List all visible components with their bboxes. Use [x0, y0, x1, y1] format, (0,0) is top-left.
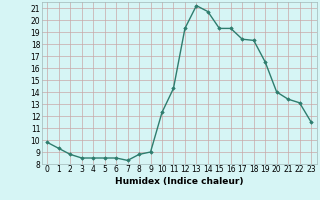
- X-axis label: Humidex (Indice chaleur): Humidex (Indice chaleur): [115, 177, 244, 186]
